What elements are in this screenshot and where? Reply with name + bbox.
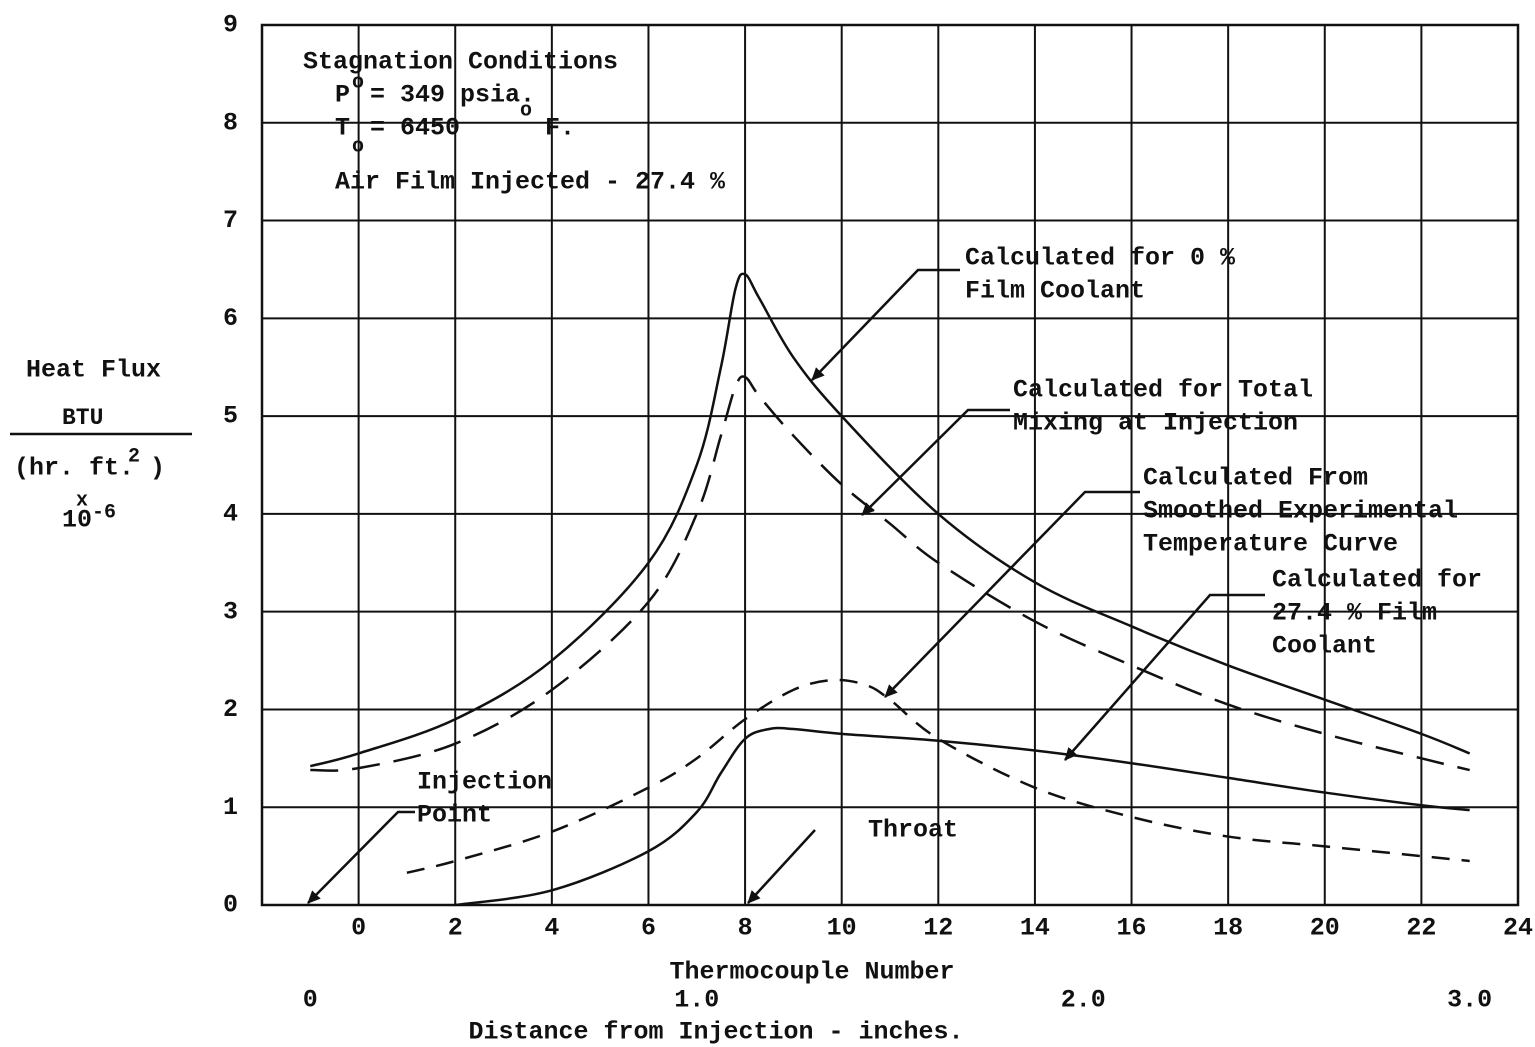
x2-tick-label: 0 [303,986,318,1015]
x-tick-label: 4 [544,914,559,943]
y-tick-label: 9 [223,11,238,40]
line-series [406,678,1470,874]
arrow [307,810,415,904]
x-tick-label: 10 [827,914,857,943]
y-axis-label: ) [150,454,165,483]
stagnation-text: = 6450 [370,114,460,143]
series-label: 27.4 % Film [1272,599,1437,628]
line-series [310,375,1470,772]
arrow [811,268,960,381]
y-tick-label: 7 [223,206,238,235]
x-tick-label: 14 [1020,914,1050,943]
line-series [455,726,1470,907]
stagnation-text: o [520,99,532,122]
y-tick-label: 1 [223,793,238,822]
y-axis-label: x [76,489,88,512]
stagnation-text: T [335,114,350,143]
arrow [747,829,816,904]
stagnation-text: = 349 psia. [370,81,535,110]
y-tick-label: 2 [223,695,238,724]
x2-tick-label: 2.0 [1061,986,1106,1015]
stagnation-text: o [352,135,364,158]
x-tick-label: 18 [1213,914,1243,943]
y-tick-label: 3 [223,597,238,626]
annotation: Throat [868,816,958,845]
y-tick-label: 6 [223,304,238,333]
x-tick-label: 20 [1310,914,1340,943]
line-series [309,272,1471,768]
x-tick-label: 6 [641,914,656,943]
stagnation-text: F. [545,114,575,143]
y-axis-label: Heat Flux [26,356,161,385]
arrow [861,408,1010,516]
x-axis-label: Thermocouple Number [669,958,954,987]
x2-tick-label: 1.0 [674,986,719,1015]
x-tick-label: 24 [1503,914,1533,943]
y-axis-label: (hr. ft. [14,454,134,483]
series-label: Smoothed Experimental [1143,497,1458,526]
y-axis-label: -6 [92,501,116,524]
x2-axis-label: Distance from Injection - inches. [468,1018,963,1047]
y-axis-label: BTU [62,405,103,431]
series-label: Mixing at Injection [1013,409,1298,438]
arrow [1064,593,1265,761]
arrows [10,268,1265,904]
stagnation-text: P [335,81,350,110]
stagnation-text: o [352,71,364,94]
y-axis-label: 10 [62,506,92,535]
y-tick-label: 0 [223,891,238,920]
x-tick-label: 2 [448,914,463,943]
series-label: Calculated for 0 % [965,244,1236,273]
series-label: Calculated for [1272,566,1482,595]
x-tick-label: 22 [1406,914,1436,943]
y-tick-label: 5 [223,402,238,431]
series-label: Coolant [1272,632,1377,661]
y-axis-label: 2 [128,445,140,468]
annotation: Point [417,801,492,830]
x-tick-label: 12 [923,914,953,943]
x-tick-label: 16 [1117,914,1147,943]
x-tick-label: 8 [738,914,753,943]
x2-tick-label: 3.0 [1447,986,1492,1015]
series-label: Calculated for Total [1013,376,1313,405]
stagnation-text: Air Film Injected - 27.4 % [335,168,726,197]
y-tick-label: 4 [223,499,238,528]
annotation: Injection [417,768,552,797]
stagnation-text: Stagnation Conditions [303,48,618,77]
series-label: Temperature Curve [1143,530,1398,559]
series-label: Calculated From [1143,464,1368,493]
x-tick-label: 0 [351,914,366,943]
y-tick-label: 8 [223,108,238,137]
series-label: Film Coolant [965,277,1145,306]
arrow [884,490,1140,698]
